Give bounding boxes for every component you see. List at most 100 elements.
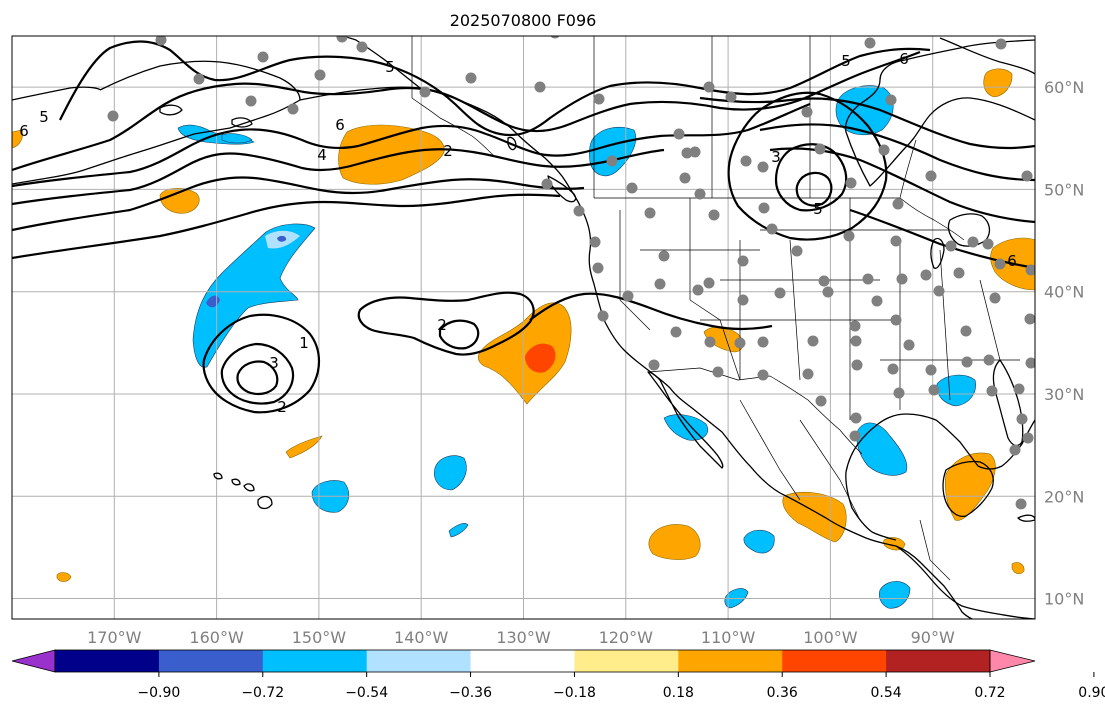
station-marker: [534, 81, 546, 93]
station-marker: [1016, 413, 1028, 425]
colorbar-extend-min: [11, 649, 56, 673]
station-marker: [925, 170, 937, 182]
positive-anomaly-west: [56, 572, 72, 582]
contour-2-band: [12, 176, 585, 232]
colorbar-tick-label: 0.36: [767, 685, 798, 701]
longitude-tick-label: 170°W: [87, 628, 142, 647]
station-marker: [465, 72, 477, 84]
us-mexico-border: [647, 367, 863, 455]
latitude-tick-label: 10°N: [1044, 590, 1084, 609]
yucatan: [942, 460, 994, 518]
station-marker: [589, 236, 601, 248]
contour-5-north: [59, 40, 931, 137]
station-marker: [802, 368, 814, 380]
north-america-coast: [419, 87, 973, 619]
station-marker: [708, 209, 720, 221]
station-marker: [845, 177, 857, 189]
contour-label: 2: [443, 142, 453, 160]
station-marker: [737, 294, 749, 306]
height-contours: [12, 40, 1035, 414]
central-america: [895, 545, 1035, 619]
station-marker: [673, 128, 685, 140]
station-marker: [734, 337, 746, 349]
station-marker: [658, 250, 670, 262]
station-marker: [703, 81, 715, 93]
station-marker: [961, 356, 973, 368]
station-marker: [815, 395, 827, 407]
latitude-tick-label: 60°N: [1044, 78, 1084, 97]
station-marker: [419, 86, 431, 98]
negative-anomaly-west-pac-a: [434, 455, 467, 491]
station-marker: [1021, 170, 1033, 182]
station-marker: [920, 269, 932, 281]
colorbar-segment: [574, 650, 679, 672]
colorbar-tick-label: 0.54: [871, 685, 902, 701]
mexico-state-1: [739, 399, 801, 501]
contour-label: 5: [385, 58, 395, 76]
lake-michigan: [930, 237, 945, 269]
positive-anomaly-baja-core: [525, 343, 556, 373]
station-marker: [689, 146, 701, 158]
station-marker: [871, 295, 883, 307]
station-marker: [982, 238, 994, 250]
contour-label: 5: [813, 200, 823, 218]
contour-label: 2: [277, 398, 287, 416]
station-marker: [893, 387, 905, 399]
negative-anomaly-gulf-east: [936, 374, 976, 407]
station-marker: [814, 143, 826, 155]
latitude-tick-label: 20°N: [1044, 487, 1084, 506]
colorbar-segment: [158, 650, 264, 672]
latitude-tick-label: 50°N: [1044, 180, 1084, 199]
contour-label: 6: [1007, 252, 1017, 270]
negative-anomaly-mexico-pac: [743, 529, 775, 554]
station-marker: [648, 359, 660, 371]
station-marker: [890, 235, 902, 247]
station-marker: [626, 182, 638, 194]
station-marker: [953, 267, 965, 279]
station-marker: [822, 286, 834, 298]
colorbar-labels: −0.90 −0.72 −0.54 −0.36 −0.18 0.18 0.36 0.54 0.7…: [137, 672, 1105, 701]
station-marker: [766, 223, 778, 235]
contour-pacific-ridge-inner: [438, 319, 480, 350]
us-state-5: [789, 239, 801, 381]
station-marker: [983, 354, 995, 366]
station-marker: [994, 258, 1006, 270]
contour-east-2: [759, 123, 1035, 182]
station-marker: [878, 144, 890, 156]
station-marker: [1015, 498, 1027, 510]
us-state-10: [939, 249, 951, 401]
station-marker: [287, 103, 299, 115]
longitude-tick-label: 150°W: [292, 628, 347, 647]
longitude-tick-label: 160°W: [189, 628, 244, 647]
mexico-state-2: [799, 419, 861, 521]
station-marker: [995, 38, 1007, 50]
station-marker: [1013, 383, 1025, 395]
contour-lower-band: [12, 193, 561, 260]
bering-coast: [12, 86, 101, 101]
hawaii-oahu: [231, 478, 241, 486]
central-am-border: [919, 519, 951, 581]
station-marker: [703, 277, 715, 289]
station-marker: [356, 41, 368, 53]
station-marker: [654, 278, 666, 290]
hawaii-maui: [243, 483, 255, 492]
positive-anomaly-gulf: [944, 452, 996, 521]
nunivak: [159, 104, 183, 116]
colorbar-segment: [470, 650, 575, 672]
contour-ridge-east: [529, 292, 773, 331]
colorbar-segment: [782, 650, 887, 672]
colorbar-tick-label: −0.54: [345, 685, 388, 701]
contour-label: 6: [899, 50, 909, 68]
us-state-1: [619, 210, 651, 331]
hawaii-kauai: [213, 472, 223, 480]
positive-anomaly-east-pacific: [648, 524, 701, 560]
station-marker: [892, 198, 904, 210]
station-marker: [155, 36, 167, 46]
station-marker: [862, 273, 874, 285]
longitude-labels: 170°W 160°W 150°W 140°W 130°W 120°W 110°W 100°W…: [87, 628, 955, 647]
station-marker: [1009, 444, 1021, 456]
station-marker: [757, 336, 769, 348]
station-marker: [864, 37, 876, 49]
station-marker: [679, 172, 691, 184]
